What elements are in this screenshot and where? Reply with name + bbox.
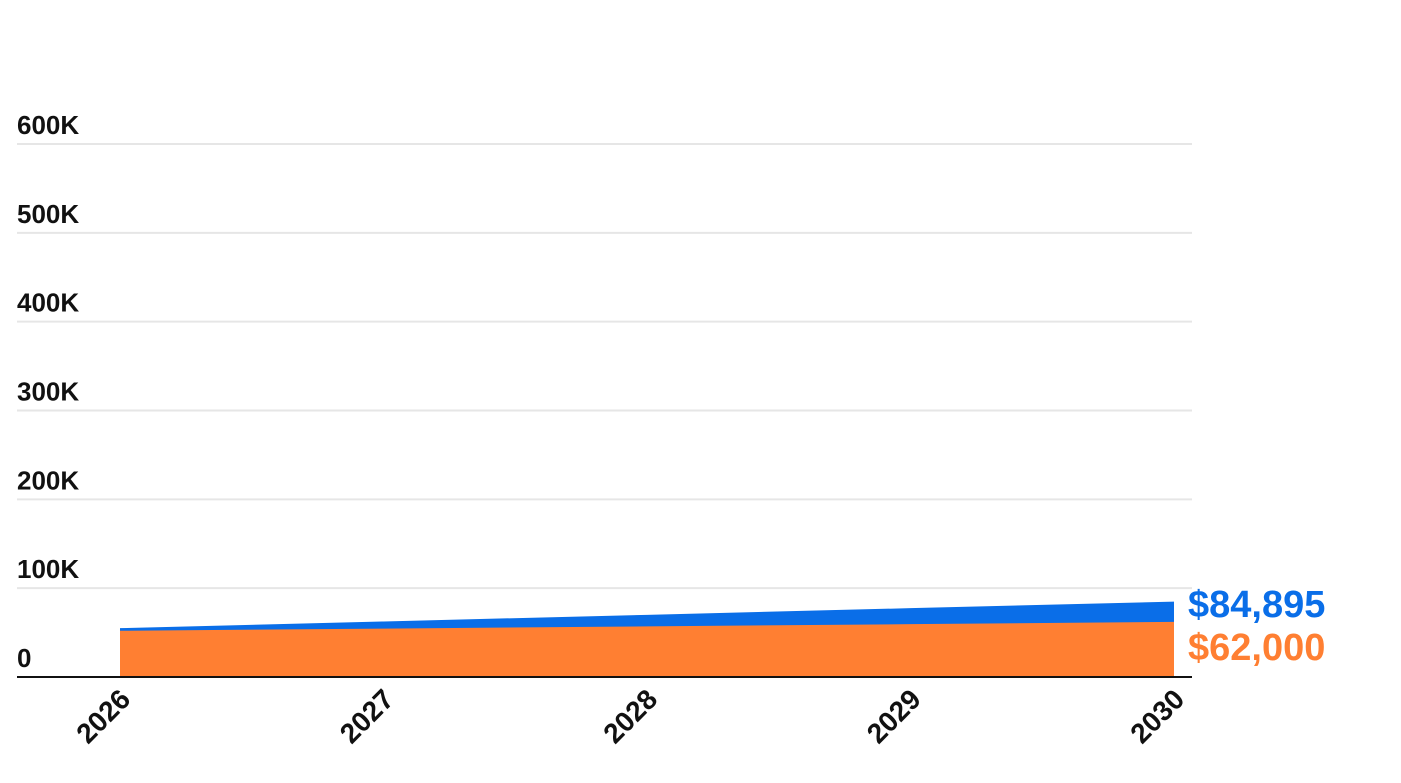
y-axis-ticks: 0 100K 200K 300K 400K 500K 600K: [17, 110, 79, 673]
x-tick-label: 2027: [334, 683, 400, 749]
end-label-base: $62,000: [1188, 627, 1325, 669]
x-tick-label: 2026: [70, 683, 136, 749]
y-tick-label: 600K: [17, 110, 79, 140]
gridlines: [17, 143, 1192, 590]
area-base: [120, 621, 1174, 677]
y-tick-label: 300K: [17, 377, 79, 407]
y-tick-label: 200K: [17, 465, 79, 495]
y-tick-label: 400K: [17, 288, 79, 318]
end-labels: $62,000$84,895: [1188, 584, 1325, 669]
y-tick-label: 100K: [17, 554, 79, 584]
x-axis-ticks: 2026 2027 2028 2029 2030: [70, 683, 1190, 749]
x-tick-label: 2030: [1124, 683, 1190, 749]
x-tick-label: 2028: [597, 683, 663, 749]
x-tick-label: 2029: [861, 683, 927, 749]
y-tick-label: 0: [17, 643, 31, 673]
y-tick-label: 500K: [17, 199, 79, 229]
end-label-total: $84,895: [1188, 584, 1325, 626]
area-series: [120, 601, 1174, 677]
